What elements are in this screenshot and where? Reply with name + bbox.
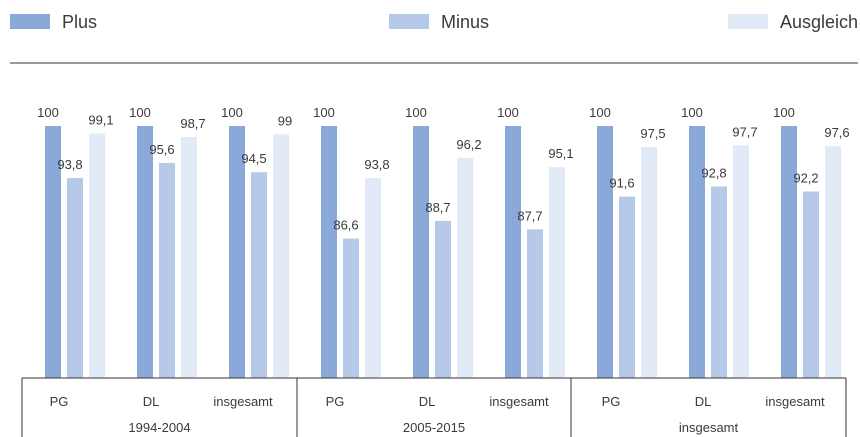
data-label-minus-9: 92,2 xyxy=(793,171,818,186)
bar-ausgleich-5 xyxy=(457,158,473,378)
bar-minus-6 xyxy=(527,229,543,378)
tick-label-dl-8: DL xyxy=(695,394,712,409)
category-axis: PG DL insgesamt PG DL insgesamt PG DL insgesamt 1… xyxy=(22,378,846,437)
legend: Plus Minus Ausgleich xyxy=(10,12,858,32)
group-label-insgesamt: insgesamt xyxy=(679,420,739,435)
data-label-ausgleich-7: 97,5 xyxy=(640,126,665,141)
tick-label-insgesamt-6: insgesamt xyxy=(489,394,549,409)
bar-ausgleich-4 xyxy=(365,178,381,378)
data-label-plus-6: 100 xyxy=(497,105,519,120)
data-label-minus-6: 87,7 xyxy=(517,208,542,223)
data-label-ausgleich-8: 97,7 xyxy=(732,124,757,139)
data-label-plus-8: 100 xyxy=(681,105,703,120)
bar-ausgleich-9 xyxy=(825,146,841,378)
bar-minus-5 xyxy=(435,221,451,378)
bar-ausgleich-2 xyxy=(181,137,197,378)
bar-minus-7 xyxy=(619,197,635,378)
data-label-ausgleich-3: 99 xyxy=(278,113,292,128)
bar-plus-2 xyxy=(137,126,153,378)
tick-label-dl-5: DL xyxy=(419,394,436,409)
tick-label-insgesamt-9: insgesamt xyxy=(765,394,825,409)
data-label-minus-3: 94,5 xyxy=(241,151,266,166)
bar-minus-4 xyxy=(343,239,359,378)
data-label-plus-7: 100 xyxy=(589,105,611,120)
bar-ausgleich-7 xyxy=(641,147,657,378)
bar-plus-7 xyxy=(597,126,613,378)
data-label-plus-3: 100 xyxy=(221,105,243,120)
data-label-minus-2: 95,6 xyxy=(149,142,174,157)
bar-ausgleich-8 xyxy=(733,145,749,378)
tick-label-pg-1: PG xyxy=(50,394,69,409)
data-label-ausgleich-6: 95,1 xyxy=(548,146,573,161)
bar-plus-5 xyxy=(413,126,429,378)
group-label-1994-2004: 1994-2004 xyxy=(128,420,190,435)
bar-ausgleich-6 xyxy=(549,167,565,378)
data-label-plus-5: 100 xyxy=(405,105,427,120)
data-label-plus-2: 100 xyxy=(129,105,151,120)
data-label-plus-9: 100 xyxy=(773,105,795,120)
bar-minus-9 xyxy=(803,192,819,378)
data-label-minus-4: 86,6 xyxy=(333,218,358,233)
bar-plus-9 xyxy=(781,126,797,378)
bar-minus-3 xyxy=(251,172,267,378)
bar-plus-8 xyxy=(689,126,705,378)
data-label-minus-7: 91,6 xyxy=(609,176,634,191)
data-label-minus-1: 93,8 xyxy=(57,157,82,172)
legend-swatch-plus xyxy=(10,14,50,29)
bar-minus-1 xyxy=(67,178,83,378)
legend-swatch-ausgleich xyxy=(728,14,768,29)
data-label-ausgleich-1: 99,1 xyxy=(88,113,113,128)
plot-area: 100 93,8 99,1 100 95,6 98,7 100 94,5 99 100 86,6 93… xyxy=(37,105,850,378)
bar-plus-6 xyxy=(505,126,521,378)
data-label-ausgleich-2: 98,7 xyxy=(180,116,205,131)
tick-label-pg-7: PG xyxy=(602,394,621,409)
data-label-minus-5: 88,7 xyxy=(425,200,450,215)
legend-label-ausgleich: Ausgleich xyxy=(780,12,858,32)
data-label-ausgleich-4: 93,8 xyxy=(364,157,389,172)
data-label-plus-1: 100 xyxy=(37,105,59,120)
data-label-ausgleich-9: 97,6 xyxy=(824,125,849,140)
tick-label-pg-4: PG xyxy=(326,394,345,409)
bar-ausgleich-1 xyxy=(89,134,105,378)
legend-label-plus: Plus xyxy=(62,12,97,32)
bar-minus-2 xyxy=(159,163,175,378)
data-label-minus-8: 92,8 xyxy=(701,165,726,180)
bar-plus-4 xyxy=(321,126,337,378)
bar-minus-8 xyxy=(711,186,727,378)
group-label-2005-2015: 2005-2015 xyxy=(403,420,465,435)
tick-label-dl-2: DL xyxy=(143,394,160,409)
data-label-plus-4: 100 xyxy=(313,105,335,120)
tick-label-insgesamt-3: insgesamt xyxy=(213,394,273,409)
bar-ausgleich-3 xyxy=(273,134,289,378)
legend-swatch-minus xyxy=(389,14,429,29)
legend-label-minus: Minus xyxy=(441,12,489,32)
data-label-ausgleich-5: 96,2 xyxy=(456,137,481,152)
